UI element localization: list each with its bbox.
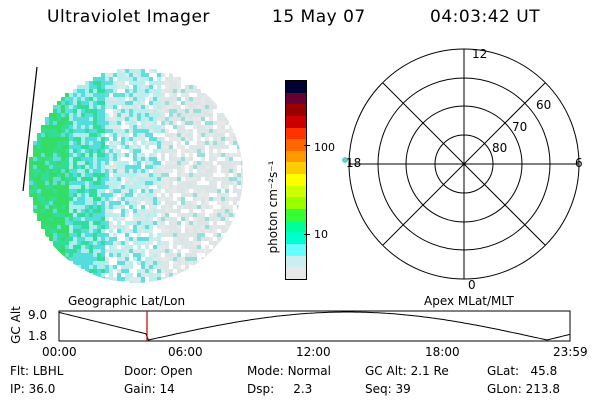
status-door: Door: Open (124, 364, 193, 378)
altitude-curve (58, 311, 571, 341)
glon-label: GLon: (487, 382, 522, 396)
status-gc-alt: GC Alt: 2.1 Re (365, 364, 449, 378)
gcalt-label: GC Alt: (365, 364, 407, 378)
status-dsp: Dsp: 2.3 (247, 382, 312, 396)
gain-label: Gain: (124, 382, 156, 396)
disc-pixels (27, 67, 243, 283)
polar-label-0: 0 (468, 278, 476, 292)
polar-label-lat-70: 70 (512, 120, 527, 134)
timeline-x-tick-2: 12:00 (296, 345, 331, 359)
colorbar (285, 80, 307, 280)
instrument-title: Ultraviolet Imager (47, 7, 210, 27)
status-glat: GLat: 45.8 (487, 364, 557, 378)
glon-value: 213.8 (525, 382, 560, 396)
status-gain: Gain: 14 (124, 382, 175, 396)
status-mode: Mode: Normal (247, 364, 331, 378)
gcalt-value: 2.1 Re (410, 364, 449, 378)
timeline-x-tick-4: 23:59 (553, 345, 588, 359)
flt-value: LBHL (32, 364, 64, 378)
timeline-x-tick-0: 00:00 (42, 345, 77, 359)
polar-data-point (342, 157, 348, 163)
status-seq: Seq: 39 (365, 382, 411, 396)
timeline-frame (58, 310, 571, 342)
polar-label-18: 18 (346, 156, 361, 170)
uv-earth-image (22, 66, 243, 283)
colorbar-unit-label: photon cm⁻²s⁻¹ (266, 160, 280, 254)
ip-value: 36.0 (28, 382, 56, 396)
altitude-timeline-plot (58, 310, 571, 342)
door-value: Open (160, 364, 193, 378)
door-label: Door: (124, 364, 157, 378)
seq-label: Seq: (365, 382, 392, 396)
timeline-y-tick-low: 1.8 (28, 329, 48, 343)
timeline-y-axis-title: GC Alt (9, 306, 23, 344)
gain-value: 14 (159, 382, 175, 396)
mode-value: Normal (287, 364, 331, 378)
polar-label-lat-60: 60 (536, 98, 551, 112)
seq-value: 39 (395, 382, 411, 396)
flt-label: Flt: (10, 364, 29, 378)
colorbar-tick-10: 10 (314, 228, 328, 241)
status-glon: GLon: 213.8 (487, 382, 560, 396)
status-ip: IP: 36.0 (10, 382, 55, 396)
dsp-label: Dsp: (247, 382, 275, 396)
polar-diagonal-2 (382, 82, 546, 246)
mode-label: Mode: (247, 364, 284, 378)
timeline-x-tick-1: 06:00 (168, 345, 203, 359)
timeline-x-tick-3: 18:00 (425, 345, 460, 359)
ip-label: IP: (10, 382, 25, 396)
time-label: 04:03:42 UT (430, 7, 541, 27)
status-flt: Flt: LBHL (10, 364, 63, 378)
glat-label: GLat: (487, 364, 520, 378)
polar-label-6: 6 (575, 156, 583, 170)
limb-line (22, 66, 38, 192)
timeline-y-tick-high: 9.0 (28, 308, 48, 322)
timeline-right-label: Apex MLat/MLT (424, 294, 514, 308)
polar-mlt-plot: 12 18 6 0 60 70 80 (342, 47, 583, 292)
polar-label-lat-80: 80 (492, 141, 507, 155)
polar-label-12: 12 (472, 47, 487, 61)
dsp-value: 2.3 (293, 382, 313, 396)
glat-value: 45.8 (530, 364, 558, 378)
timeline-left-label: Geographic Lat/Lon (68, 294, 186, 308)
colorbar-tick-100: 100 (314, 141, 335, 154)
date-label: 15 May 07 (272, 7, 366, 27)
